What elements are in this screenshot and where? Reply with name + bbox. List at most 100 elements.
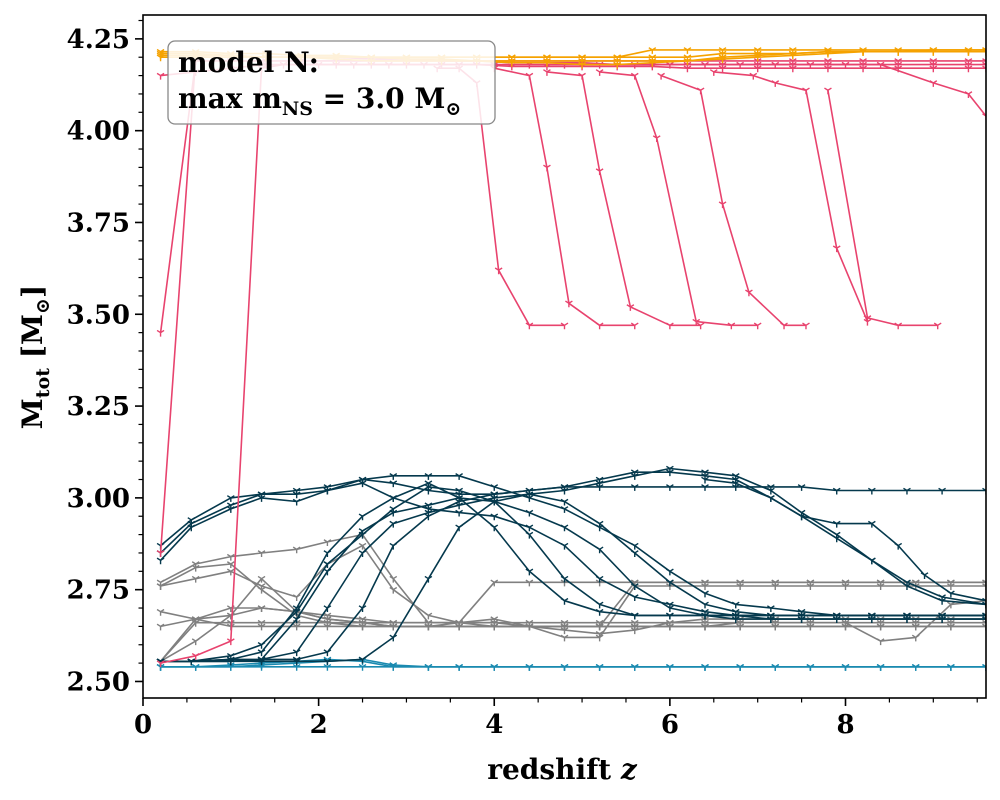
- data-point: [903, 487, 911, 495]
- data-point: [630, 583, 639, 591]
- data-point: [389, 575, 398, 583]
- data-point: [832, 612, 841, 620]
- data-point: [490, 663, 499, 671]
- data-point: [226, 568, 235, 576]
- data-point: [736, 663, 744, 671]
- data-point: [832, 487, 841, 495]
- data-point: [257, 575, 266, 583]
- data-point: [226, 658, 235, 666]
- data-point: [191, 638, 200, 646]
- data-point: [876, 61, 885, 69]
- data-point: [525, 579, 534, 587]
- data-point: [389, 586, 398, 594]
- data-point: [876, 619, 885, 627]
- data-point: [358, 550, 367, 557]
- data-point: [652, 135, 661, 143]
- data-point: [947, 590, 955, 598]
- data-point: [666, 568, 674, 576]
- series-pink-13: [709, 69, 872, 326]
- data-point: [490, 619, 499, 627]
- data-point: [226, 506, 235, 513]
- data-point: [630, 594, 639, 602]
- data-point: [156, 608, 165, 616]
- data-point: [727, 322, 736, 330]
- data-point: [666, 322, 674, 330]
- data-point: [595, 69, 604, 76]
- data-point: [626, 304, 635, 311]
- data-point: [525, 663, 534, 671]
- data-point: [595, 663, 604, 671]
- data-point: [191, 575, 200, 583]
- data-point: [323, 539, 332, 546]
- data-point: [771, 663, 780, 671]
- series-line: [660, 74, 806, 327]
- data-point: [771, 80, 780, 87]
- data-point: [226, 553, 235, 561]
- data-point: [187, 658, 196, 666]
- data-point: [323, 605, 332, 613]
- data-point: [701, 476, 709, 484]
- data-point: [903, 612, 911, 620]
- data-point: [424, 612, 433, 620]
- data-point: [938, 612, 946, 620]
- data-point: [648, 47, 657, 54]
- y-tick-label: 4.00: [67, 117, 130, 147]
- data-point: [358, 513, 367, 521]
- series-line: [546, 71, 701, 327]
- y-axis-label-sub: tot: [32, 368, 54, 398]
- series-line: [599, 71, 758, 327]
- data-point: [595, 634, 604, 642]
- data-point: [490, 513, 499, 521]
- data-point: [525, 568, 534, 576]
- data-point: [358, 605, 367, 613]
- data-point: [595, 575, 604, 583]
- data-point: [666, 612, 674, 620]
- data-point: [358, 656, 367, 664]
- data-point: [876, 583, 885, 591]
- data-point: [323, 487, 332, 495]
- data-point: [156, 50, 165, 58]
- data-point: [841, 619, 850, 627]
- data-point: [389, 619, 398, 627]
- data-point: [323, 619, 332, 627]
- data-point: [595, 546, 604, 554]
- data-point: [824, 87, 832, 95]
- data-point: [389, 542, 398, 550]
- y-axis-sun-symbol: ⊙: [32, 298, 54, 314]
- data-point: [323, 663, 332, 671]
- data-point: [749, 72, 758, 80]
- data-point: [543, 69, 551, 76]
- data-point: [389, 495, 398, 502]
- data-point: [455, 473, 463, 480]
- data-point: [630, 484, 639, 491]
- data-point: [666, 663, 674, 671]
- data-point: [753, 322, 762, 330]
- data-point: [156, 72, 165, 80]
- data-point: [292, 616, 301, 624]
- data-point: [894, 48, 903, 56]
- data-point: [630, 619, 639, 627]
- data-point: [156, 550, 165, 557]
- data-point: [424, 473, 433, 480]
- data-point: [701, 612, 709, 620]
- x-axis-symbol: z: [620, 753, 638, 786]
- data-point: [806, 619, 815, 627]
- data-point: [666, 619, 674, 627]
- data-point: [257, 619, 266, 627]
- data-point: [389, 520, 398, 528]
- data-point: [578, 72, 586, 80]
- data-point: [424, 619, 433, 627]
- x-axis-label: redshift z: [487, 753, 638, 786]
- data-point: [257, 641, 266, 649]
- data-point: [156, 557, 165, 565]
- data-point: [560, 663, 569, 671]
- data-point: [841, 61, 850, 69]
- data-point: [797, 612, 806, 620]
- data-point: [766, 605, 775, 613]
- data-point: [736, 619, 744, 627]
- data-point: [490, 491, 499, 499]
- data-point: [867, 612, 876, 620]
- data-point: [731, 616, 740, 624]
- data-point: [226, 561, 235, 568]
- data-point: [929, 80, 938, 87]
